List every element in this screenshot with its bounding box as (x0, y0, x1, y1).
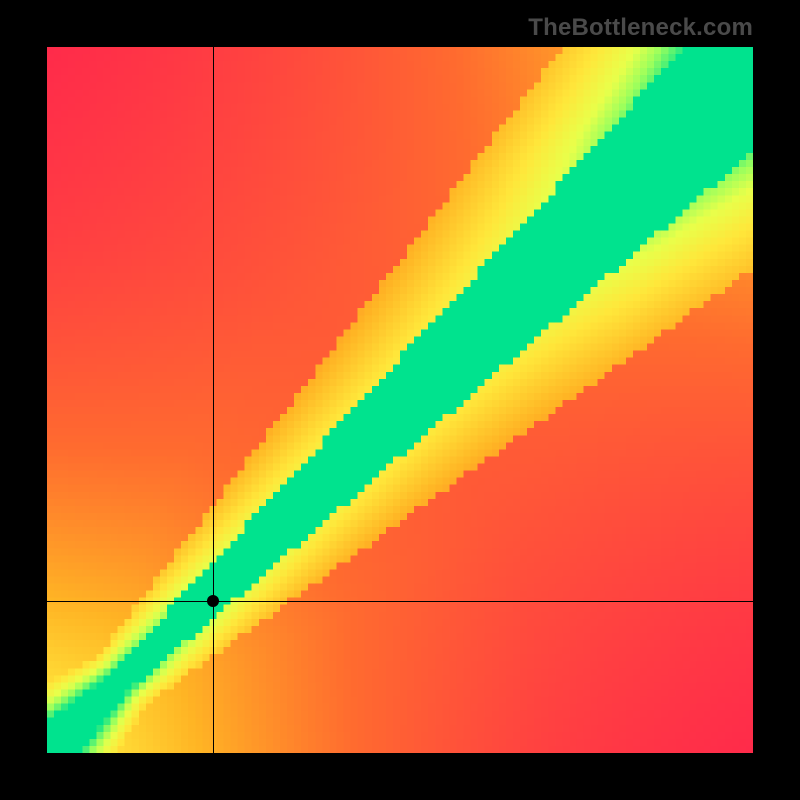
watermark-text: TheBottleneck.com (528, 14, 753, 42)
plot-area (47, 47, 753, 753)
outer-frame: TheBottleneck.com (0, 0, 800, 800)
heatmap-canvas (47, 47, 753, 753)
crosshair-horizontal (47, 601, 753, 602)
selection-marker (207, 595, 219, 607)
crosshair-vertical (213, 47, 214, 753)
